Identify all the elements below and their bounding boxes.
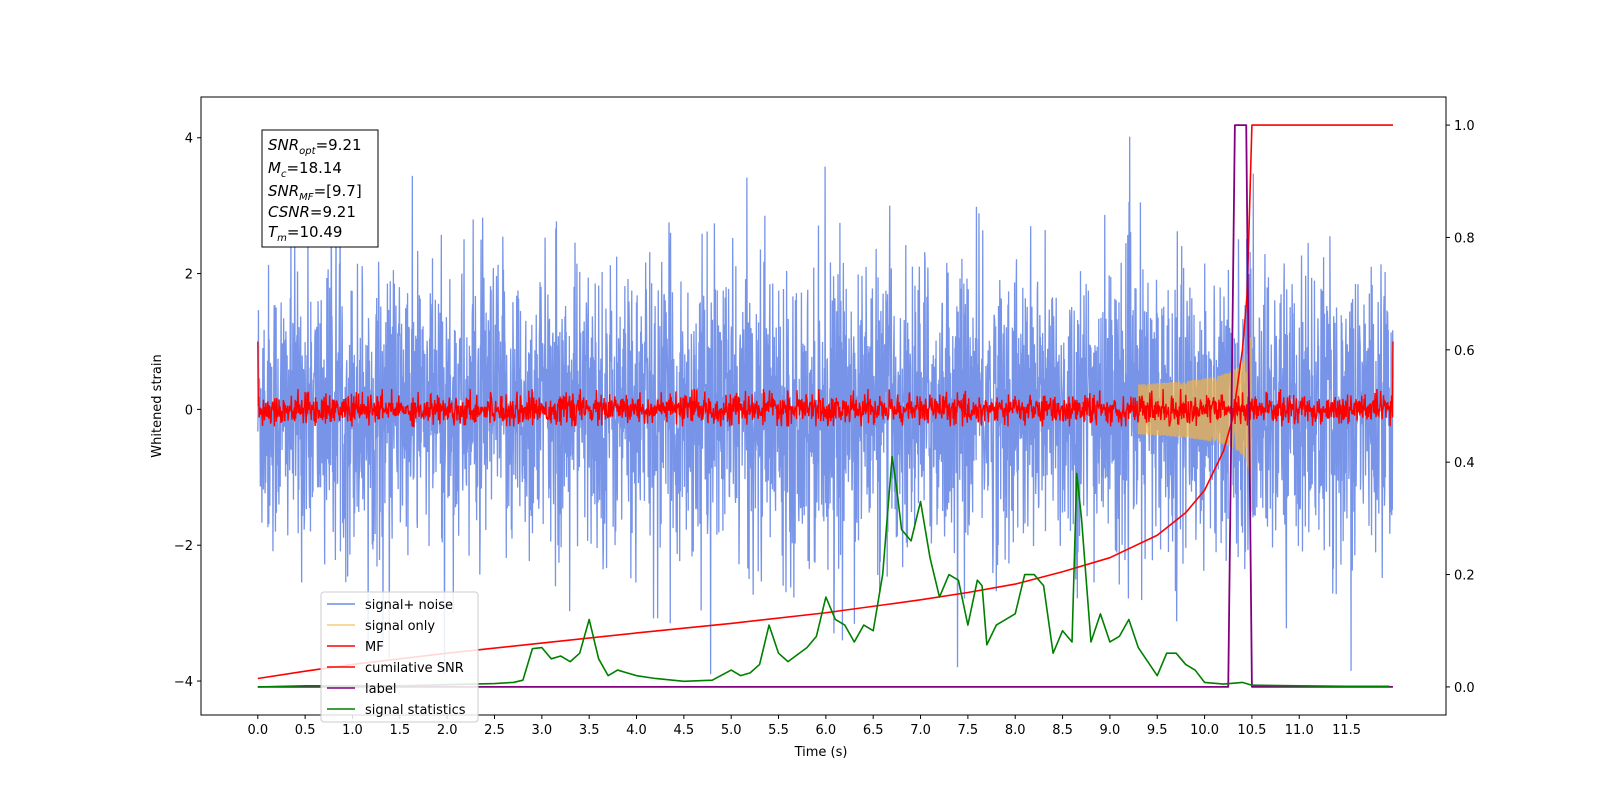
x-tick-label: 6.0 — [816, 723, 837, 738]
x-tick-label: 3.0 — [531, 723, 552, 738]
legend-label: signal+ noise — [365, 598, 453, 613]
x-tick-label: 0.5 — [295, 723, 316, 738]
x-tick-label: 9.0 — [1100, 723, 1121, 738]
x-tick-label: 6.5 — [863, 723, 884, 738]
x-tick-label: 8.0 — [1005, 723, 1026, 738]
x-tick-label: 5.0 — [721, 723, 742, 738]
y-left-tick-label: 2 — [185, 268, 193, 283]
annotation-mc: Mc=18.14 — [268, 159, 342, 180]
data-layer — [257, 124, 1394, 688]
legend-label: label — [365, 682, 396, 697]
x-tick-label: 1.0 — [342, 723, 363, 738]
legend-label: cumilative SNR — [365, 661, 464, 676]
y-right-tick-label: 1.0 — [1454, 119, 1475, 134]
series-label — [257, 124, 1393, 688]
annotation-snr-opt: SNRopt=9.21 — [268, 136, 362, 157]
legend: signal+ noise signal only MF cumilative SNR… — [320, 591, 479, 723]
y-left-tick-label: −4 — [174, 675, 193, 690]
series-mf — [257, 341, 1394, 428]
x-tick-label: 5.5 — [768, 723, 789, 738]
y-right-tick-label: 0.2 — [1454, 569, 1475, 584]
x-tick-label: 10.5 — [1237, 723, 1266, 738]
legend-label: signal statistics — [365, 703, 466, 718]
series-signal-statistics — [257, 455, 1390, 688]
x-axis: 0.0 0.5 1.0 1.5 2.0 2.5 3.0 3.5 4.0 4.5 5.0 5.5 6.0 6… — [247, 715, 1361, 738]
x-tick-label: 4.0 — [626, 723, 647, 738]
x-tick-label: 2.5 — [484, 723, 505, 738]
series-cumulative-snr — [257, 124, 1393, 680]
x-tick-label: 11.5 — [1332, 723, 1361, 738]
annotation-csnr: CSNR=9.21 — [268, 203, 356, 221]
x-tick-label: 7.5 — [958, 723, 979, 738]
x-tick-label: 0.0 — [247, 723, 268, 738]
y-right-tick-label: 0.8 — [1454, 231, 1475, 246]
y-right-tick-label: 0.4 — [1454, 456, 1475, 471]
annotation-tm: Tm=10.49 — [268, 223, 342, 244]
x-tick-label: 7.0 — [910, 723, 931, 738]
x-tick-label: 8.5 — [1052, 723, 1073, 738]
x-tick-label: 9.5 — [1147, 723, 1168, 738]
x-tick-label: 10.0 — [1190, 723, 1219, 738]
legend-label: signal only — [365, 619, 435, 634]
y-axis-label-left: Whitened strain — [150, 354, 165, 457]
x-tick-label: 2.0 — [437, 723, 458, 738]
x-tick-label: 1.5 — [389, 723, 410, 738]
annotation-snr-mf: SNRMF=[9.7] — [268, 182, 362, 203]
x-axis-label: Time (s) — [794, 745, 848, 760]
y-left-tick-label: 4 — [185, 132, 193, 147]
y-axis-right: 0.0 0.2 0.4 0.6 0.8 1.0 — [1446, 119, 1475, 696]
x-tick-label: 3.5 — [579, 723, 600, 738]
plot-frame — [200, 96, 1447, 716]
annotation-box: SNRopt=9.21 Mc=18.14 SNRMF=[9.7] CSNR=9.… — [261, 129, 379, 248]
x-tick-label: 11.0 — [1285, 723, 1314, 738]
y-axis-left: −4 −2 0 2 4 — [174, 132, 201, 690]
y-left-tick-label: −2 — [174, 539, 193, 554]
y-right-tick-label: 0.6 — [1454, 344, 1475, 359]
y-left-tick-label: 0 — [185, 403, 193, 418]
legend-label: MF — [365, 640, 384, 655]
y-right-tick-label: 0.0 — [1454, 681, 1475, 696]
x-tick-label: 4.5 — [674, 723, 695, 738]
